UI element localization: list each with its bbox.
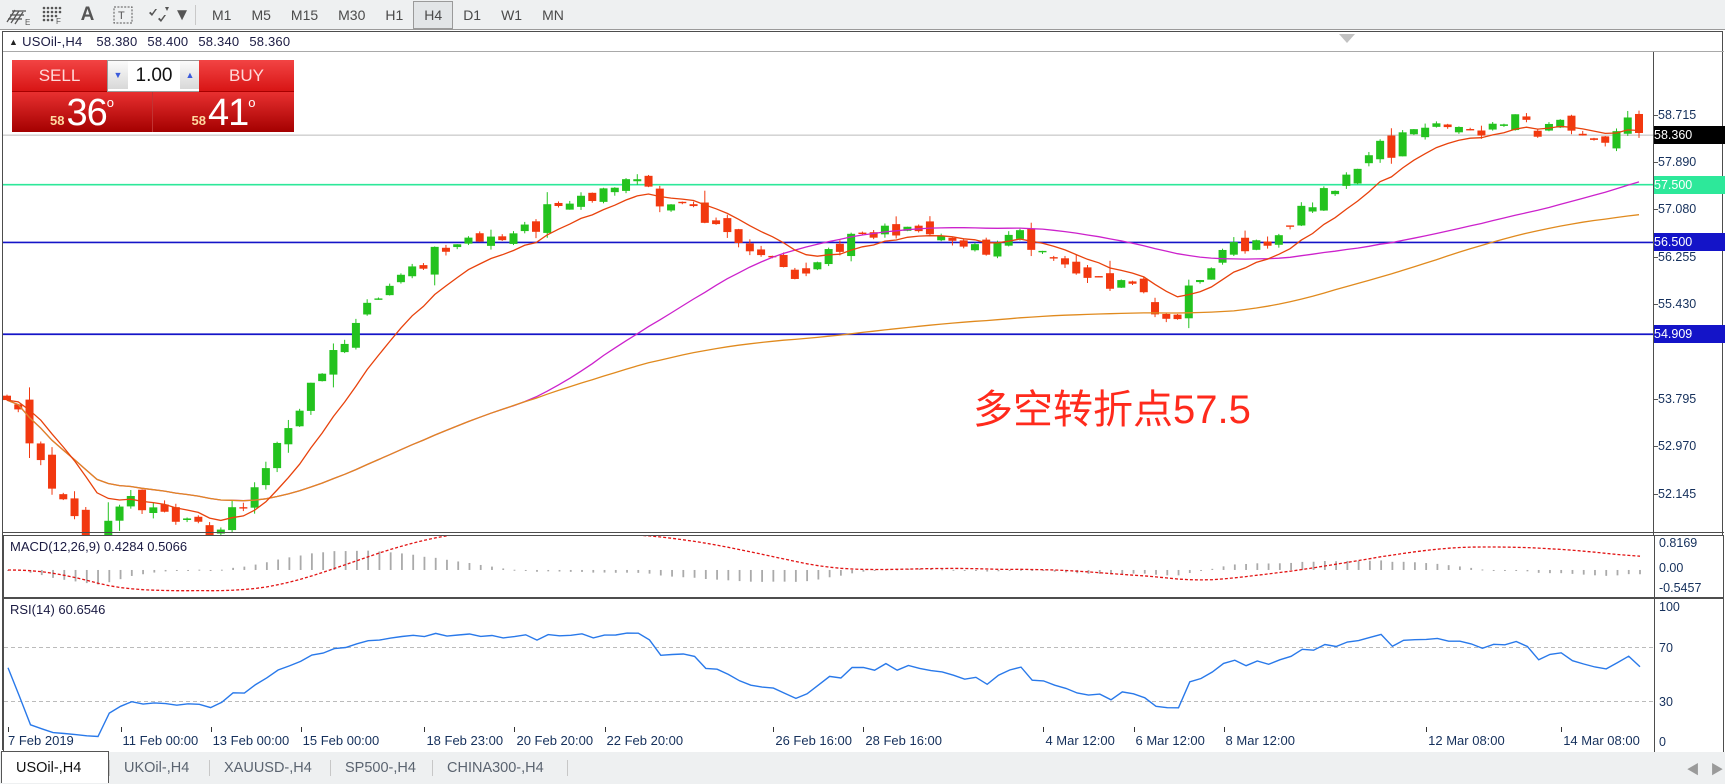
svg-text:F: F	[56, 17, 61, 25]
svg-text:T: T	[118, 10, 125, 22]
svg-text:E: E	[25, 18, 30, 26]
